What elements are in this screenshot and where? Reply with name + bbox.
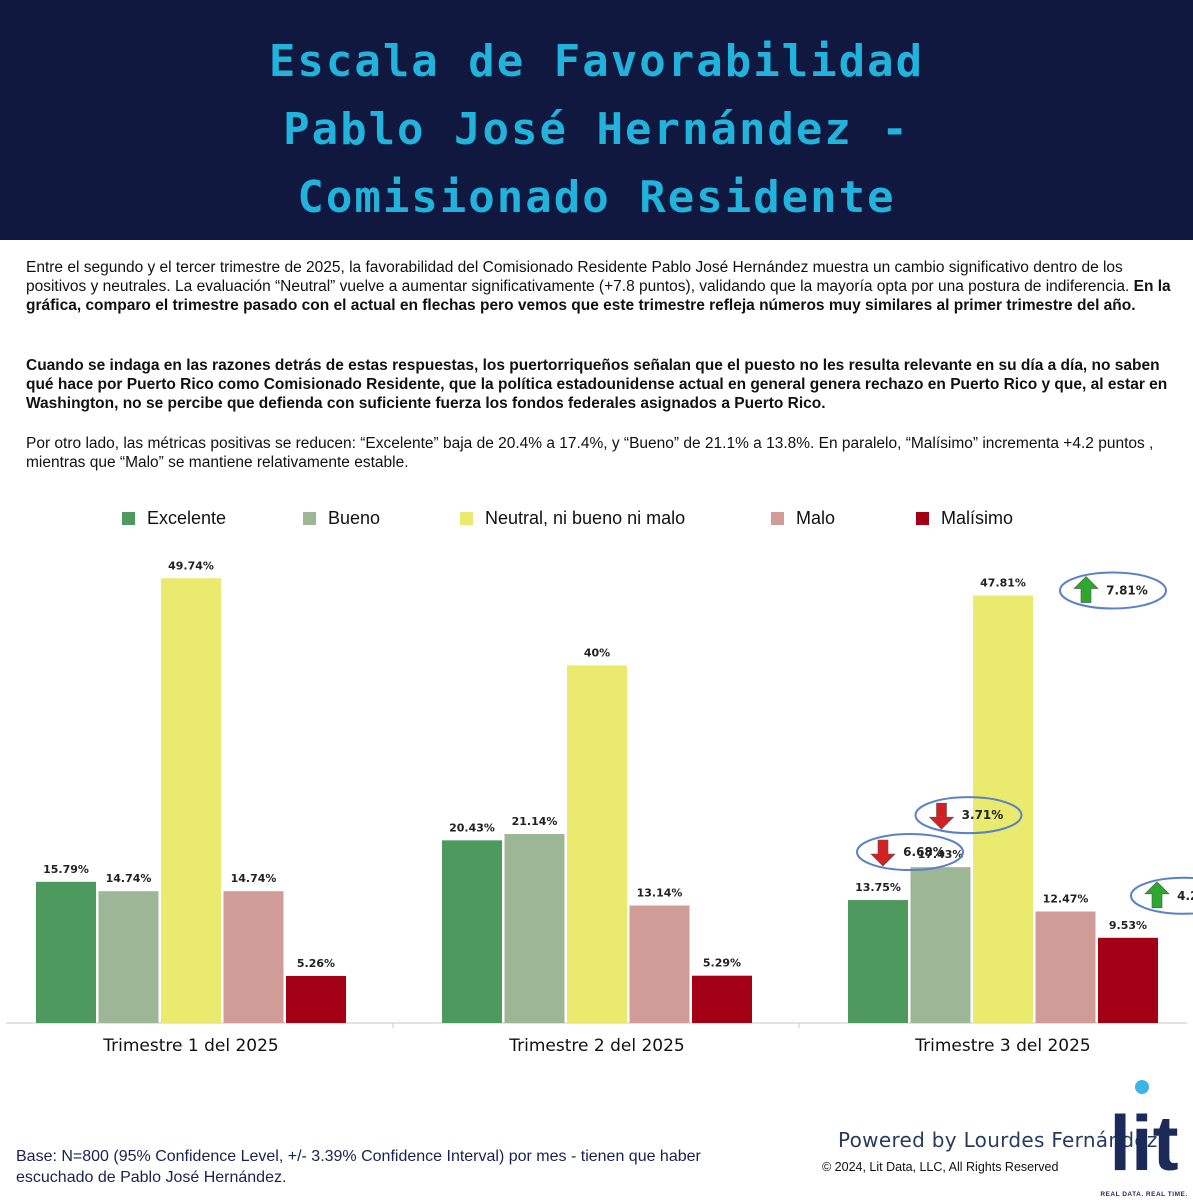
data-label: 15.79%	[43, 863, 89, 876]
legend-item-neutral: Neutral, ni bueno ni malo	[460, 508, 685, 529]
legend-label: Excelente	[147, 508, 227, 528]
change-label: 6.68%	[903, 845, 945, 859]
metrics-paragraph: Por otro lado, las métricas positivas se…	[26, 435, 1154, 471]
data-label: 17.43%	[918, 848, 964, 861]
change-label: 7.81%	[1106, 584, 1148, 598]
category-label: Trimestre 2 del 2025	[508, 1036, 684, 1056]
arrow-down-icon	[928, 802, 955, 830]
data-label: 5.26%	[297, 957, 335, 970]
powered-by: Powered by Lourdes Fernández	[838, 1128, 1158, 1152]
base-note: Base: N=800 (95% Confidence Level, +/- 3…	[16, 1148, 701, 1186]
change-label: 4.24%	[1177, 889, 1193, 903]
bar	[504, 833, 565, 1023]
intro-paragraph: Entre el segundo y el tercer trimestre d…	[26, 258, 1171, 315]
logo-text: lit	[1109, 1099, 1178, 1187]
bar	[567, 665, 627, 1023]
change-label: 3.71%	[962, 808, 1004, 822]
data-label: 40%	[584, 646, 610, 659]
intro-bold-text: En la gráfica, comparo el trimestre pasa…	[26, 278, 1171, 314]
bar	[848, 900, 908, 1023]
header-banner: Escala de Favorabilidad Pablo José Herná…	[0, 0, 1193, 240]
data-label: 14.74%	[106, 872, 152, 885]
legend-label: Bueno	[328, 508, 381, 528]
category-label: Trimestre 3 del 2025	[914, 1036, 1090, 1056]
change-ellipse	[914, 796, 1023, 835]
data-label: 20.43%	[449, 821, 495, 834]
logo-tagline: REAL DATA. REAL TIME.	[1100, 1191, 1187, 1198]
bar	[98, 891, 159, 1023]
data-label: 13.75%	[855, 881, 901, 894]
legend-swatch	[460, 512, 473, 525]
legend-swatch	[916, 512, 929, 525]
legend-swatch	[771, 512, 784, 525]
intro-text: Entre el segundo y el tercer trimestre d…	[26, 259, 1134, 295]
bar	[286, 975, 346, 1023]
logo-dot	[1135, 1080, 1149, 1094]
bar	[910, 867, 971, 1023]
bar	[161, 578, 221, 1023]
bar	[1098, 937, 1158, 1023]
data-label: 49.74%	[168, 559, 214, 572]
data-label: 13.14%	[637, 887, 683, 900]
lit-logo: lit REAL DATA. REAL TIME.	[1100, 1080, 1187, 1198]
legend-swatch	[122, 512, 135, 525]
arrow-up-icon	[1073, 576, 1099, 603]
change-ellipse	[856, 833, 964, 872]
legend-label: Malísimo	[941, 508, 1014, 528]
reasons-paragraph: Cuando se indaga en las razones detrás d…	[26, 357, 1168, 412]
data-label: 21.14%	[512, 815, 558, 828]
bar	[442, 840, 502, 1023]
data-label: 5.29%	[703, 957, 741, 970]
data-label: 47.81%	[980, 577, 1026, 590]
arrow-up-icon	[1144, 881, 1170, 909]
bar-chart: 15.79% 14.74% 49.74% 14.74% 5.26% Trimestre 1…	[6, 559, 1193, 1056]
data-label: 12.47%	[1043, 893, 1089, 906]
legend-swatch	[303, 512, 316, 525]
legend-item-bueno: Bueno	[303, 508, 380, 529]
legend-item-excelente: Excelente	[122, 508, 226, 529]
title-line-3: Comisionado Residente	[297, 172, 896, 223]
bar	[692, 975, 752, 1023]
bar	[36, 881, 96, 1023]
change-ellipse	[1059, 571, 1167, 610]
bar	[223, 891, 284, 1023]
legend-label: Malo	[796, 508, 836, 528]
bar	[973, 595, 1033, 1023]
legend-label: Neutral, ni bueno ni malo	[485, 508, 686, 528]
legend-item-malo: Malo	[771, 508, 835, 529]
copyright: © 2024, Lit Data, LLC, All Rights Reserv…	[822, 1160, 1059, 1174]
category-label: Trimestre 1 del 2025	[102, 1036, 278, 1056]
arrow-down-icon	[870, 839, 896, 867]
data-label: 9.53%	[1109, 919, 1147, 932]
change-ellipse	[1130, 876, 1193, 915]
legend-item-malisimo: Malísimo	[916, 508, 1013, 529]
title-line-2: Pablo José Hernández -	[283, 104, 910, 155]
data-label: 14.74%	[231, 872, 277, 885]
bar	[629, 905, 690, 1023]
chart-legend: Excelente Bueno Neutral, ni bueno ni mal…	[0, 508, 1193, 532]
page-title: Escala de Favorabilidad Pablo José Herná…	[0, 28, 1193, 232]
bar	[1035, 911, 1096, 1023]
title-line-1: Escala de Favorabilidad	[268, 36, 925, 87]
